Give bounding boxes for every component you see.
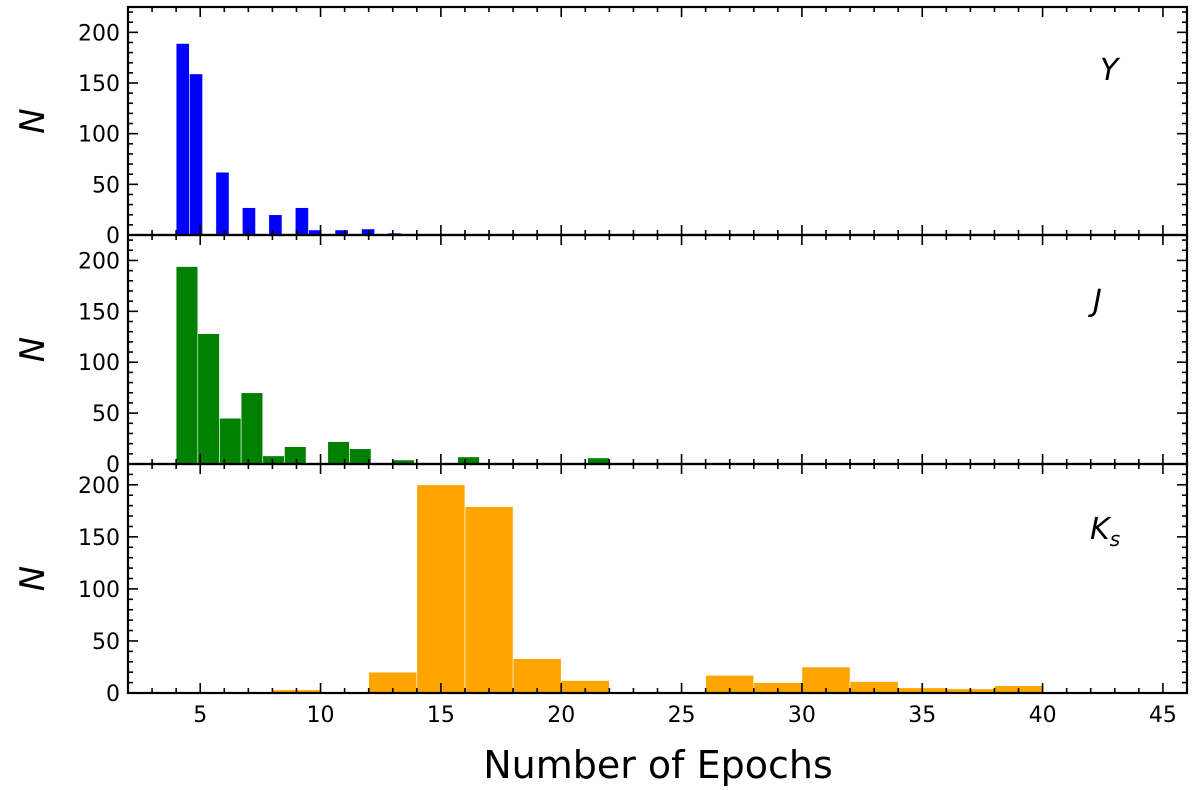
panel-ks: 0 50 100 150 200 N Ks: [13, 462, 1189, 707]
x-axis-title: Number of Epochs: [483, 743, 833, 787]
band-label-subscript: s: [1110, 527, 1120, 551]
band-label-ks: Ks: [1090, 512, 1120, 551]
bar-y-2: [215, 171, 230, 236]
panel-frame: [126, 233, 1189, 466]
bar-y-1: [189, 73, 203, 236]
y-axis-title: N: [13, 566, 53, 591]
panel-y: 0 50 100 150 200 N Y: [13, 5, 1189, 249]
y-tick-label: 0: [106, 224, 120, 249]
bar-ks-3: [464, 506, 514, 694]
band-label-j: J: [1088, 284, 1102, 319]
bar-j-5: [284, 446, 307, 465]
x-tick-label: 5: [193, 703, 207, 728]
y-axis-title: N: [13, 337, 53, 362]
bar-ks-4: [512, 658, 562, 694]
panel-frame: [126, 5, 1189, 237]
panel-j: 0 50 100 150 200 N J: [13, 233, 1189, 478]
bar-y-0: [175, 43, 190, 236]
y-tick-label: 150: [78, 526, 120, 551]
panels-layer: 050100150200NY050100150200NJ050100150200…: [13, 5, 1189, 728]
bar-y-4: [268, 214, 283, 236]
x-tick-label: 40: [1029, 703, 1057, 728]
x-tick-label: 25: [668, 703, 696, 728]
y-tick-label: 200: [78, 474, 120, 499]
bar-j-2: [219, 417, 242, 465]
y-tick-label: 200: [78, 249, 120, 274]
x-tick-label: 20: [547, 703, 575, 728]
x-tick-label: 10: [307, 703, 335, 728]
x-tick-label: 15: [427, 703, 455, 728]
y-tick-label: 50: [92, 402, 120, 427]
y-tick-label: 100: [78, 578, 120, 603]
bar-j-3: [240, 392, 264, 465]
panel-frame: [126, 462, 1189, 695]
bar-j-0: [175, 266, 199, 465]
x-tick-label: 45: [1149, 703, 1177, 728]
y-tick-label: 100: [78, 123, 120, 148]
y-tick-label: 200: [78, 21, 120, 46]
y-tick-label: 0: [106, 453, 120, 478]
y-tick-label: 0: [106, 682, 120, 707]
y-tick-label: 50: [92, 173, 120, 198]
bar-ks-2: [416, 484, 466, 694]
y-axis-title: N: [13, 108, 53, 133]
x-tick-label: 30: [788, 703, 816, 728]
y-tick-label: 100: [78, 351, 120, 376]
bar-j-1: [197, 333, 220, 465]
y-tick-label: 150: [78, 72, 120, 97]
bar-j-4: [262, 455, 285, 465]
x-tick-label: 35: [908, 703, 936, 728]
band-label-y: Y: [1100, 53, 1121, 88]
bar-j-6: [327, 441, 350, 465]
bar-j-7: [349, 448, 372, 465]
y-tick-label: 50: [92, 630, 120, 655]
y-tick-label: 150: [78, 300, 120, 325]
